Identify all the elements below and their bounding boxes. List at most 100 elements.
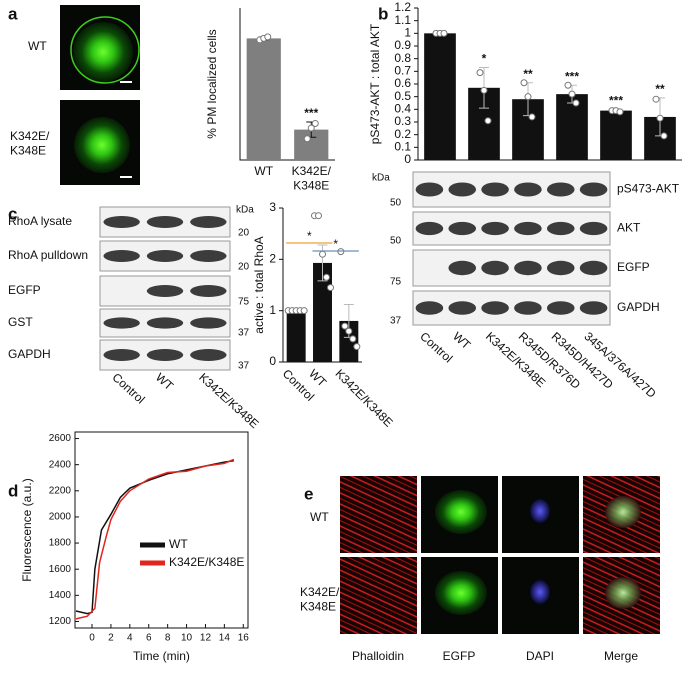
data-point <box>480 86 488 94</box>
band <box>190 317 227 329</box>
kda-marker: 20 <box>238 262 250 273</box>
band <box>190 216 227 228</box>
data-point <box>327 284 334 292</box>
y-tick-label: 0.8 <box>394 51 411 65</box>
band <box>103 349 140 361</box>
panel-letter: b <box>378 4 388 23</box>
data-point <box>484 117 492 125</box>
x-tick-label: 14 <box>219 633 231 644</box>
band <box>448 182 477 197</box>
band <box>415 182 444 197</box>
blot <box>412 249 611 287</box>
bar <box>424 33 456 161</box>
cell <box>73 22 133 82</box>
image-label: WT <box>28 39 47 53</box>
data-point <box>440 29 448 37</box>
y-tick-label: 1400 <box>49 590 72 601</box>
blot <box>412 290 611 326</box>
x-tick-label: 8 <box>165 633 171 644</box>
x-axis-label: Time (min) <box>133 649 190 663</box>
kda-marker: 50 <box>390 198 402 209</box>
blot-label: RhoA lysate <box>8 214 72 228</box>
y-tick-label: 0.7 <box>394 64 411 78</box>
data-point <box>528 113 536 121</box>
y-tick-label: 2 <box>269 252 276 266</box>
bar <box>246 38 281 160</box>
blot-label: GAPDH <box>617 300 660 314</box>
band <box>103 216 140 228</box>
micrograph <box>340 557 417 634</box>
kda-marker: 37 <box>238 361 250 372</box>
y-tick-label: 0.6 <box>394 76 411 90</box>
significance: ** <box>523 67 533 81</box>
line <box>75 460 234 615</box>
data-point <box>568 90 576 98</box>
significance: * <box>333 237 338 251</box>
legend-label: K342E/K348E <box>169 555 244 569</box>
significance: *** <box>304 106 318 120</box>
band <box>546 182 575 197</box>
data-point <box>264 33 272 41</box>
bar <box>286 310 306 362</box>
data-point <box>319 250 326 258</box>
band <box>103 250 140 262</box>
bar <box>339 320 359 362</box>
data-point <box>353 343 361 351</box>
x-tick-label: 16 <box>238 633 250 644</box>
nucleus <box>530 580 550 604</box>
y-tick-label: 1.2 <box>394 0 411 14</box>
blot <box>412 211 611 246</box>
kda-marker: 75 <box>238 297 250 308</box>
x-tick-label: 0 <box>89 633 95 644</box>
column-label: Phalloidin <box>352 649 404 663</box>
kda-marker: 75 <box>390 277 402 288</box>
band <box>146 285 184 297</box>
y-tick-label: 0.5 <box>394 89 411 103</box>
band <box>190 250 227 262</box>
cell-membrane <box>70 16 140 84</box>
x-tick-label: 4 <box>127 633 133 644</box>
lane-label: WT <box>153 370 177 393</box>
data-point <box>315 212 322 220</box>
significance: ** <box>655 82 665 96</box>
column-label: EGFP <box>443 649 476 663</box>
band <box>514 221 542 236</box>
blot-label: AKT <box>617 221 641 235</box>
bar <box>556 94 588 160</box>
kda-marker: 37 <box>238 328 250 339</box>
data-point <box>341 322 349 330</box>
band <box>415 221 444 236</box>
significance: * <box>307 229 312 243</box>
band <box>579 182 608 197</box>
blot-label: EGFP <box>617 260 650 274</box>
band <box>579 260 608 276</box>
band <box>146 317 184 329</box>
y-tick-label: 0.9 <box>394 38 411 52</box>
data-point <box>652 95 660 103</box>
data-point <box>345 327 353 335</box>
data-point <box>572 99 580 107</box>
band <box>481 221 509 236</box>
y-axis-label: % PM localized cells <box>205 29 219 138</box>
band <box>514 301 542 315</box>
column-label: DAPI <box>526 649 554 663</box>
y-tick-label: 2200 <box>49 485 72 496</box>
cell <box>435 490 487 534</box>
x-tick-label: K342E/K348E <box>292 164 332 192</box>
y-tick-label: 2000 <box>49 512 72 523</box>
significance: * <box>482 52 487 66</box>
cell <box>435 571 487 615</box>
x-tick-label: 12 <box>200 633 212 644</box>
y-axis-label: pS473-AKT : total AKT <box>368 23 382 144</box>
data-point <box>349 335 357 343</box>
y-tick-label: 1.1 <box>394 13 411 27</box>
blot-label: pS473-AKT <box>617 182 680 196</box>
row-label: K342E/K348E <box>300 585 340 613</box>
x-tick-label: 2 <box>108 633 114 644</box>
panel-letter: a <box>8 4 18 23</box>
y-tick-label: 1200 <box>49 616 72 627</box>
band <box>546 221 575 236</box>
data-point <box>616 108 624 116</box>
data-point <box>476 69 484 77</box>
y-tick-label: 3 <box>269 200 276 214</box>
